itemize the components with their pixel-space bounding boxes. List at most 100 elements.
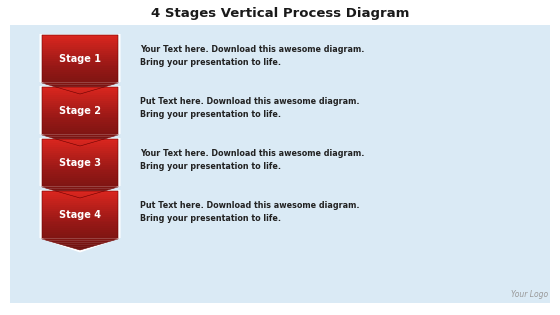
- Polygon shape: [53, 190, 107, 192]
- Polygon shape: [42, 70, 118, 72]
- Text: Your Text here. Download this awesome diagram.
Bring your presentation to life.: Your Text here. Download this awesome di…: [140, 45, 365, 67]
- Polygon shape: [42, 205, 118, 207]
- Text: Stage 4: Stage 4: [59, 210, 101, 220]
- Polygon shape: [42, 78, 118, 80]
- Polygon shape: [42, 72, 118, 74]
- Polygon shape: [42, 123, 118, 124]
- Polygon shape: [42, 49, 118, 51]
- Polygon shape: [42, 215, 118, 217]
- Polygon shape: [42, 118, 118, 120]
- Polygon shape: [42, 63, 118, 65]
- Polygon shape: [59, 88, 100, 90]
- Polygon shape: [42, 103, 118, 105]
- Polygon shape: [42, 175, 118, 176]
- Polygon shape: [42, 43, 118, 45]
- Polygon shape: [40, 190, 120, 253]
- Polygon shape: [42, 89, 118, 91]
- Text: Put Text here. Download this awesome diagram.
Bring your presentation to life.: Put Text here. Download this awesome dia…: [140, 97, 360, 119]
- Polygon shape: [67, 246, 94, 248]
- Polygon shape: [42, 112, 118, 115]
- Polygon shape: [59, 140, 100, 142]
- Polygon shape: [42, 68, 118, 70]
- Polygon shape: [46, 84, 114, 86]
- Polygon shape: [42, 97, 118, 99]
- Polygon shape: [42, 226, 118, 228]
- Polygon shape: [42, 143, 118, 145]
- Polygon shape: [42, 203, 118, 205]
- Polygon shape: [42, 115, 118, 117]
- Polygon shape: [67, 90, 94, 92]
- Polygon shape: [42, 145, 118, 147]
- Polygon shape: [42, 153, 118, 155]
- Polygon shape: [42, 155, 118, 157]
- Polygon shape: [42, 47, 118, 49]
- Polygon shape: [42, 134, 118, 136]
- Polygon shape: [73, 248, 87, 250]
- Polygon shape: [42, 167, 118, 169]
- Polygon shape: [42, 76, 118, 78]
- Text: Stage 1: Stage 1: [59, 54, 101, 64]
- Polygon shape: [42, 184, 118, 186]
- Polygon shape: [42, 37, 118, 39]
- Polygon shape: [42, 182, 118, 184]
- Polygon shape: [42, 65, 118, 66]
- Polygon shape: [42, 180, 118, 182]
- Polygon shape: [42, 124, 118, 126]
- Polygon shape: [42, 228, 118, 230]
- Polygon shape: [42, 224, 118, 226]
- Polygon shape: [42, 172, 118, 175]
- Polygon shape: [42, 178, 118, 180]
- Polygon shape: [42, 191, 118, 193]
- Polygon shape: [42, 45, 118, 47]
- Polygon shape: [42, 222, 118, 224]
- Polygon shape: [42, 186, 118, 188]
- Polygon shape: [42, 207, 118, 209]
- Polygon shape: [42, 197, 118, 199]
- Polygon shape: [42, 161, 118, 163]
- Polygon shape: [42, 232, 118, 234]
- Polygon shape: [42, 147, 118, 149]
- Polygon shape: [42, 95, 118, 97]
- Polygon shape: [42, 238, 118, 240]
- Polygon shape: [42, 176, 118, 178]
- Polygon shape: [42, 213, 118, 215]
- Polygon shape: [42, 230, 118, 232]
- Polygon shape: [42, 211, 118, 213]
- Text: Put Text here. Download this awesome diagram.
Bring your presentation to life.: Put Text here. Download this awesome dia…: [140, 201, 360, 223]
- Text: Stage 2: Stage 2: [59, 106, 101, 116]
- Polygon shape: [42, 195, 118, 197]
- Polygon shape: [42, 193, 118, 195]
- Polygon shape: [42, 164, 118, 167]
- Polygon shape: [46, 136, 114, 138]
- Polygon shape: [67, 194, 94, 196]
- Polygon shape: [42, 234, 118, 236]
- Polygon shape: [42, 199, 118, 201]
- Polygon shape: [42, 109, 118, 111]
- Polygon shape: [42, 236, 118, 238]
- Polygon shape: [42, 80, 118, 82]
- Text: Your Logo: Your Logo: [511, 290, 548, 299]
- Polygon shape: [40, 34, 120, 96]
- Polygon shape: [42, 105, 118, 107]
- Polygon shape: [59, 244, 100, 246]
- Polygon shape: [42, 39, 118, 41]
- Polygon shape: [42, 111, 118, 112]
- Polygon shape: [42, 209, 118, 211]
- Polygon shape: [42, 157, 118, 159]
- Polygon shape: [42, 217, 118, 219]
- Polygon shape: [42, 55, 118, 57]
- Polygon shape: [42, 141, 118, 143]
- Polygon shape: [42, 99, 118, 101]
- Polygon shape: [42, 163, 118, 164]
- Polygon shape: [73, 92, 87, 94]
- Polygon shape: [67, 142, 94, 144]
- Polygon shape: [53, 242, 107, 244]
- Polygon shape: [42, 101, 118, 103]
- Polygon shape: [42, 59, 118, 60]
- Polygon shape: [42, 82, 118, 84]
- Polygon shape: [42, 107, 118, 109]
- Polygon shape: [59, 192, 100, 194]
- Text: Stage 3: Stage 3: [59, 158, 101, 168]
- Polygon shape: [73, 144, 87, 146]
- Polygon shape: [42, 117, 118, 118]
